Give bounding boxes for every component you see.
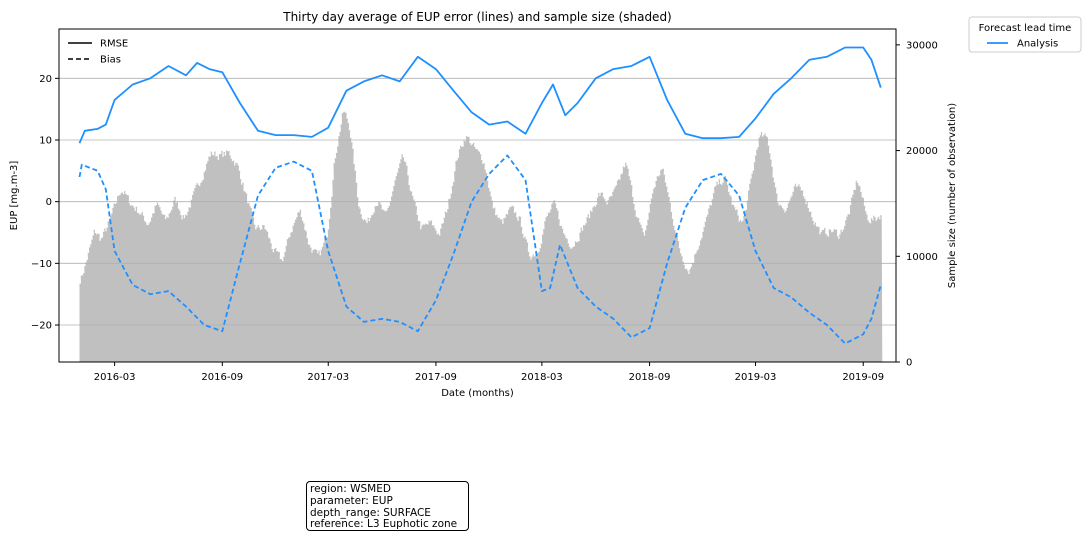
y-tick-label: 20 [39, 74, 52, 85]
x-tick-label: 2017-09 [415, 372, 457, 383]
y-axis-label: EUP [mg.m-3] [9, 161, 20, 231]
info-line-parameter: parameter: EUP [310, 494, 393, 507]
x-axis-label: Date (months) [441, 388, 514, 399]
rmse-line [78, 46, 882, 144]
lead-legend-label: Analysis [1017, 39, 1058, 50]
lead-legend-title: Forecast lead time [979, 23, 1072, 34]
y2-tick-label: 0 [906, 358, 912, 369]
y-tick-label: 10 [39, 136, 52, 147]
x-tick-label: 2017-03 [307, 372, 349, 383]
y-tick-label: −20 [31, 321, 52, 332]
style-legend-label: RMSE [100, 39, 128, 50]
info-line-depth-range: depth_range: SURFACE [310, 506, 431, 519]
bias-line [78, 154, 882, 345]
x-tick-label: 2016-09 [201, 372, 243, 383]
x-tick-label: 2019-03 [735, 372, 777, 383]
chart-title: Thirty day average of EUP error (lines) … [282, 10, 672, 24]
x-tick-label: 2018-09 [629, 372, 671, 383]
y2-axis-label: Sample size (number of observation) [947, 103, 958, 288]
x-tick-label: 2018-03 [521, 372, 563, 383]
y2-tick-label: 10000 [906, 252, 938, 263]
x-tick-label: 2016-03 [94, 372, 136, 383]
y2-tick-label: 30000 [906, 40, 938, 51]
x-tick-label: 2019-09 [842, 372, 884, 383]
sample-size-area [79, 111, 883, 362]
y2-tick-label: 20000 [906, 146, 938, 157]
info-box: region: WSMED parameter: EUP depth_range… [306, 481, 469, 531]
info-line-reference: reference: L3 Euphotic zone [310, 518, 458, 531]
style-legend-label: Bias [100, 55, 121, 66]
plot-frame [58, 28, 897, 363]
y-tick-label: −10 [31, 259, 52, 270]
y-tick-label: 0 [46, 197, 52, 208]
info-line-region: region: WSMED [310, 483, 391, 495]
